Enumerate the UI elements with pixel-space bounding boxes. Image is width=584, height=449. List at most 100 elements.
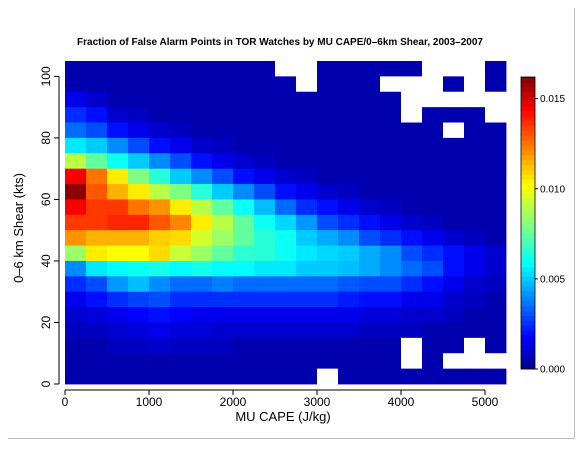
heatmap-cell xyxy=(464,260,486,277)
heatmap-cell xyxy=(275,337,297,354)
heatmap-cell xyxy=(296,122,318,139)
heatmap-cell xyxy=(275,245,297,262)
colorbar-tick-label: 0.000 xyxy=(540,365,565,376)
heatmap-cell xyxy=(380,337,402,354)
heatmap-cell xyxy=(317,245,339,262)
heatmap-cell xyxy=(107,368,129,385)
heatmap-cell xyxy=(128,291,150,308)
y-tick-label: 40 xyxy=(39,254,53,268)
heatmap-cell xyxy=(254,368,276,385)
heatmap-cell xyxy=(86,137,108,154)
heatmap-cell xyxy=(65,307,87,323)
heatmap-cell xyxy=(296,307,318,323)
colorbar-segment xyxy=(521,106,535,112)
y-tick-label: 100 xyxy=(39,66,53,86)
heatmap-cell xyxy=(422,368,444,385)
heatmap-cell xyxy=(443,353,465,370)
colorbar-segment xyxy=(521,310,535,316)
colorbar-segment xyxy=(521,276,535,282)
heatmap-cell xyxy=(317,214,339,231)
heatmap-cell xyxy=(149,230,171,246)
heatmap-cell xyxy=(170,260,192,277)
heatmap-cell xyxy=(191,307,213,323)
heatmap-cell xyxy=(422,122,444,139)
heatmap-cell xyxy=(464,245,486,262)
heatmap-cell xyxy=(485,260,507,277)
heatmap-cell xyxy=(275,91,297,108)
heatmap-cell xyxy=(464,307,486,323)
heatmap-cell xyxy=(422,245,444,262)
heatmap-cell xyxy=(65,137,87,154)
colorbar-segment xyxy=(521,300,535,307)
heatmap-cell xyxy=(212,245,234,262)
axes: 0 1000 2000 3000 4000 5000 0 20 40 60 80 100 xyxy=(39,66,499,409)
heatmap-cell xyxy=(485,184,507,200)
heatmap-cell xyxy=(128,61,150,77)
heatmap-cell xyxy=(128,337,150,354)
heatmap-cell xyxy=(485,353,507,370)
heatmap-cell xyxy=(380,199,402,216)
colorbar-segment xyxy=(521,125,535,131)
heatmap-cell xyxy=(380,107,402,123)
heatmap-cell xyxy=(275,137,297,154)
heatmap-cell xyxy=(485,368,507,385)
heatmap-cell xyxy=(86,168,108,185)
heatmap-cell xyxy=(422,322,444,339)
heatmap-cell xyxy=(296,137,318,154)
heatmap-cell xyxy=(128,307,150,323)
heatmap-cell xyxy=(485,76,507,93)
colorbar-segment xyxy=(521,257,535,263)
heatmap-cell xyxy=(380,122,402,139)
heatmap-cell xyxy=(338,91,360,108)
heatmap-cell xyxy=(149,322,171,339)
heatmap-cell xyxy=(233,137,255,154)
heatmap-cell xyxy=(275,168,297,185)
heatmap-cell xyxy=(338,245,360,262)
heatmap-cell xyxy=(380,260,402,277)
heatmap-cell xyxy=(317,199,339,216)
heatmap-cell xyxy=(317,168,339,185)
heatmap-cell xyxy=(359,322,381,339)
heatmap-cell xyxy=(380,307,402,323)
heatmap-cell xyxy=(86,91,108,108)
heatmap-cell xyxy=(443,107,465,123)
heatmap-cell xyxy=(254,61,276,77)
heatmap-cell xyxy=(233,122,255,139)
heatmap-cell xyxy=(128,245,150,262)
heatmap-cell xyxy=(464,168,486,185)
heatmap-cell xyxy=(359,291,381,308)
heatmap-cell xyxy=(401,76,423,93)
colorbar-segment xyxy=(521,271,535,277)
heatmap-cell xyxy=(275,153,297,170)
heatmap-cell xyxy=(296,61,318,77)
heatmap-cell xyxy=(86,245,108,262)
heatmap-cell xyxy=(254,276,276,293)
heatmap-cell xyxy=(485,107,507,123)
heatmap-cell xyxy=(338,230,360,246)
heatmap-cell xyxy=(359,368,381,385)
heatmap-cell xyxy=(233,322,255,339)
heatmap-cell xyxy=(443,214,465,231)
heatmap-cell xyxy=(422,137,444,154)
heatmap-cell xyxy=(485,291,507,308)
heatmap-cell xyxy=(233,230,255,246)
heatmap-cell xyxy=(149,291,171,308)
colorbar-segment xyxy=(521,344,535,350)
heatmap-cell xyxy=(338,260,360,277)
heatmap-cell xyxy=(485,230,507,246)
heatmap-cell xyxy=(485,122,507,139)
heatmap-cell xyxy=(149,199,171,216)
heatmap-cell xyxy=(359,153,381,170)
heatmap-cell xyxy=(212,168,234,185)
heatmap-cell xyxy=(86,368,108,385)
heatmap-cell xyxy=(296,153,318,170)
heatmap-cell xyxy=(86,337,108,354)
colorbar-segment xyxy=(521,364,535,370)
heatmap-cell xyxy=(107,61,129,77)
heatmap-cell xyxy=(86,214,108,231)
heatmap-cell xyxy=(338,76,360,93)
heatmap-cell xyxy=(275,322,297,339)
heatmap-cell xyxy=(338,353,360,370)
heatmap-cell xyxy=(485,168,507,185)
heatmap-cell xyxy=(401,322,423,339)
